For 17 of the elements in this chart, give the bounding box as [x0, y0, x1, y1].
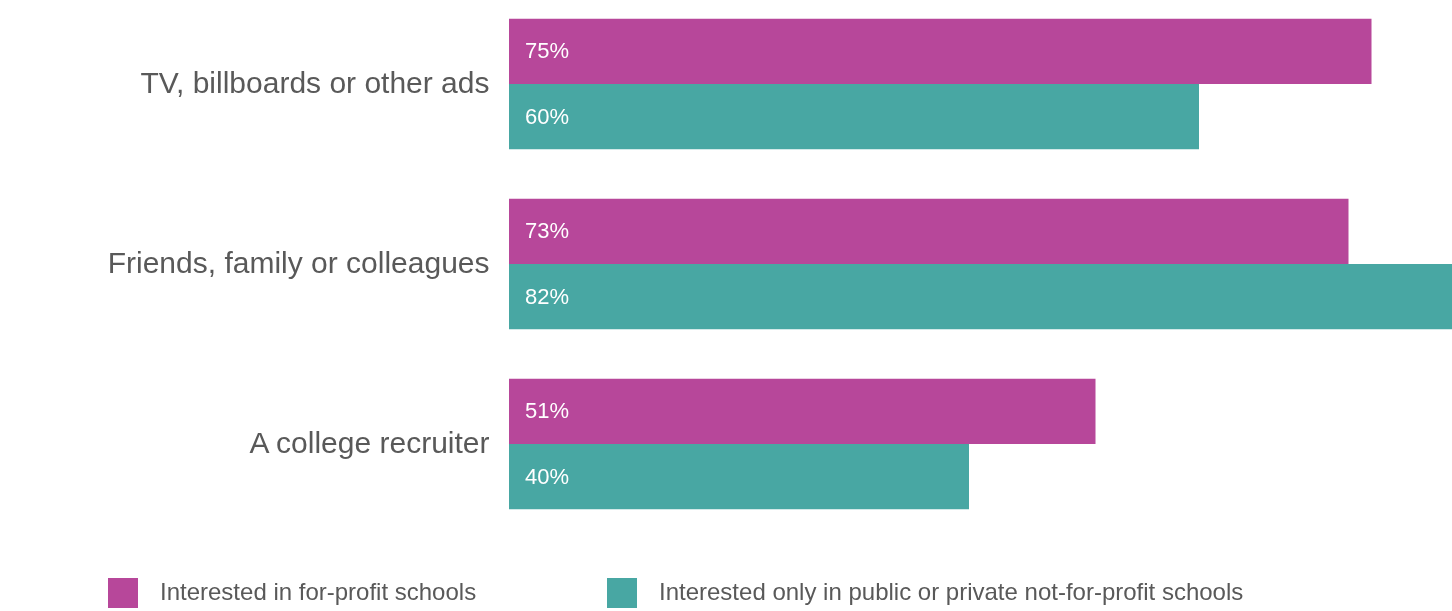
- bar: [509, 443, 969, 510]
- y-tick-label: A college recruiter: [249, 425, 490, 459]
- legend-label: Interested in for-profit schools: [160, 578, 477, 605]
- bar: [509, 18, 1372, 85]
- bar: [509, 378, 1096, 444]
- bar: [509, 84, 1199, 150]
- data-label: 82%: [525, 283, 570, 309]
- data-label: 73%: [525, 218, 570, 244]
- bar: [509, 264, 1452, 330]
- y-tick-label: Friends, family or colleagues: [107, 246, 490, 279]
- y-tick-label: TV, billboards or other ads: [140, 66, 490, 100]
- data-label: 75%: [525, 38, 570, 64]
- data-label: 51%: [525, 398, 570, 424]
- data-label: 40%: [525, 463, 570, 489]
- bar: [509, 198, 1349, 264]
- legend-label: Interested only in public or private not-for-profit schools: [659, 578, 1244, 605]
- data-label: 60%: [525, 103, 570, 129]
